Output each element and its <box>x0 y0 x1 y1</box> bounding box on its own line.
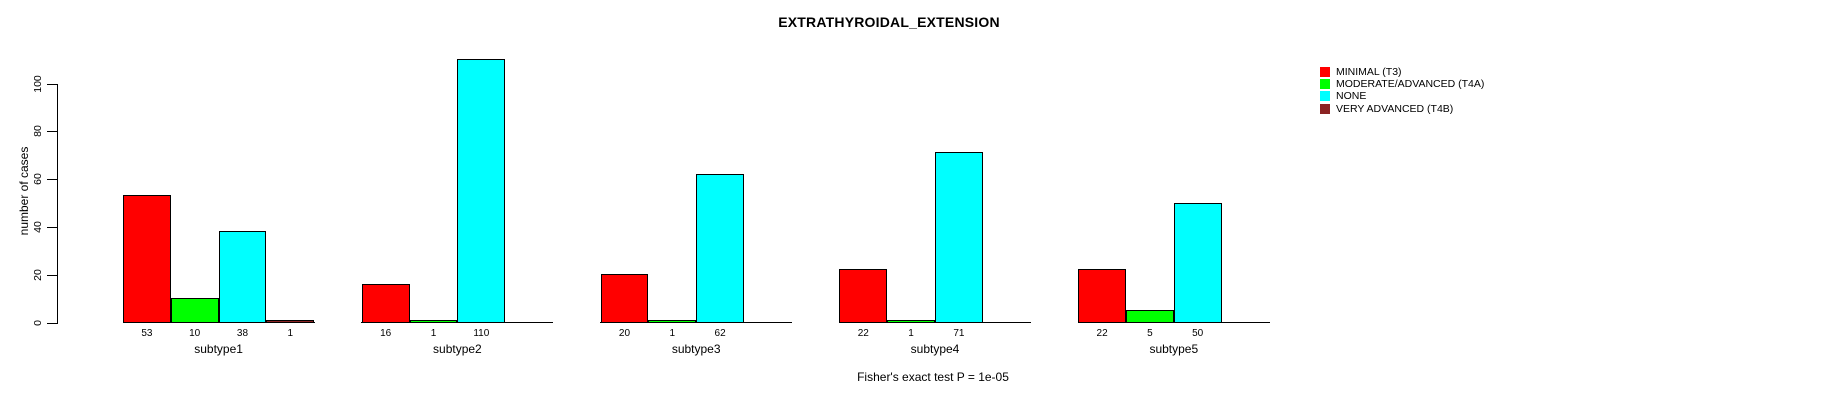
category-label-subtype2: subtype2 <box>433 342 482 356</box>
bar-series4-subtype1 <box>266 319 315 323</box>
bar-series2-subtype3 <box>648 319 697 323</box>
bar-value-label: 38 <box>236 328 249 339</box>
legend: MINIMAL (T3) MODERATE/ADVANCED (T4A) NONE V… <box>1320 66 1484 115</box>
bar-value-label: 110 <box>473 328 490 339</box>
legend-swatch <box>1320 79 1330 90</box>
stat-annotation: Fisher's exact test P = 1e-05 <box>857 370 1009 384</box>
bar-value-label: 22 <box>1096 328 1108 339</box>
category-label-subtype1: subtype1 <box>194 342 243 356</box>
y-tick-mark <box>47 131 57 133</box>
bar-value-label: 1 <box>430 328 437 339</box>
bar-series3-subtype4 <box>935 152 983 323</box>
bar-value-label: 5 <box>1147 328 1153 339</box>
bar-value-label: 1 <box>908 328 914 339</box>
legend-item: MODERATE/ADVANCED (T4A) <box>1320 78 1484 90</box>
y-tick-mark <box>47 274 57 276</box>
y-tick-mark <box>47 179 57 181</box>
bar-series1-subtype4 <box>839 269 888 323</box>
bar-series1-subtype5 <box>1078 269 1126 323</box>
y-tick-mark <box>47 322 57 324</box>
category-label-subtype5: subtype5 <box>1149 342 1199 356</box>
bar-value-label: 71 <box>953 328 965 339</box>
bar-value-label: 1 <box>287 328 294 339</box>
bar-series2-subtype2 <box>409 319 458 323</box>
legend-item: MINIMAL (T3) <box>1320 66 1484 78</box>
legend-swatch <box>1320 91 1330 102</box>
bar-series3-subtype2 <box>457 59 506 323</box>
legend-item: VERY ADVANCED (T4B) <box>1320 103 1484 115</box>
bar-value-label: 10 <box>189 328 201 339</box>
bar-value-label: 62 <box>714 328 726 339</box>
category-label-subtype3: subtype3 <box>671 342 721 356</box>
y-tick-label: 100 <box>31 74 44 93</box>
legend-swatch <box>1320 67 1330 78</box>
bar-value-label: 1 <box>669 328 676 339</box>
bar-value-label: 50 <box>1192 328 1204 339</box>
legend-label: NONE <box>1336 90 1367 103</box>
group-baseline <box>838 322 1032 323</box>
bar-series2-subtype5 <box>1126 310 1174 323</box>
bar-series1-subtype2 <box>361 283 410 323</box>
bar-series3-subtype1 <box>218 231 267 323</box>
bar-series3-subtype5 <box>1173 202 1222 323</box>
y-tick-mark <box>47 226 57 228</box>
bar-series2-subtype1 <box>170 298 219 323</box>
legend-swatch <box>1320 103 1330 114</box>
y-tick-mark <box>47 83 57 85</box>
bar-series3-subtype3 <box>696 173 744 323</box>
legend-label: VERY ADVANCED (T4B) <box>1336 102 1454 115</box>
legend-label: MINIMAL (T3) <box>1336 66 1402 79</box>
bar-value-label: 16 <box>380 328 392 339</box>
category-label-subtype4: subtype4 <box>910 342 960 356</box>
y-axis-line <box>57 83 58 324</box>
bar-series1-subtype1 <box>123 195 171 323</box>
legend-label: MODERATE/ADVANCED (T4A) <box>1336 78 1485 91</box>
bar-series2-subtype4 <box>887 319 935 323</box>
bar-value-label: 20 <box>618 328 631 339</box>
bar-series1-subtype3 <box>600 274 649 323</box>
bar-value-label: 53 <box>141 328 153 339</box>
chart-title: EXTRATHYROIDAL_EXTENSION <box>778 14 1000 30</box>
y-axis-label: number of cases <box>17 146 31 236</box>
bar-value-label: 22 <box>857 328 869 339</box>
legend-item: NONE <box>1320 90 1484 102</box>
